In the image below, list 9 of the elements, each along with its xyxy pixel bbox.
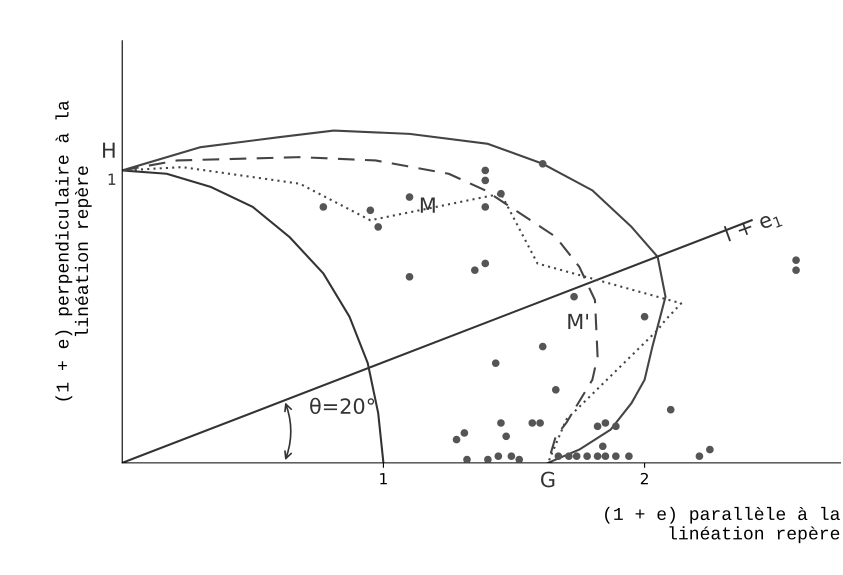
annotation: H [103,142,115,158]
annotation: 1 [108,174,116,185]
annotation: M' [568,314,588,330]
y-axis-title: (1 + e) perpendiculaire à la linéation repère [55,100,92,401]
x-axis-title: (1 + e) parallèle à la linéation repère [605,506,840,544]
annotation: θ=20° [310,398,374,414]
annotation: G [541,472,554,488]
x-tick-label: 2 [640,472,648,484]
annotation: M [420,198,435,213]
